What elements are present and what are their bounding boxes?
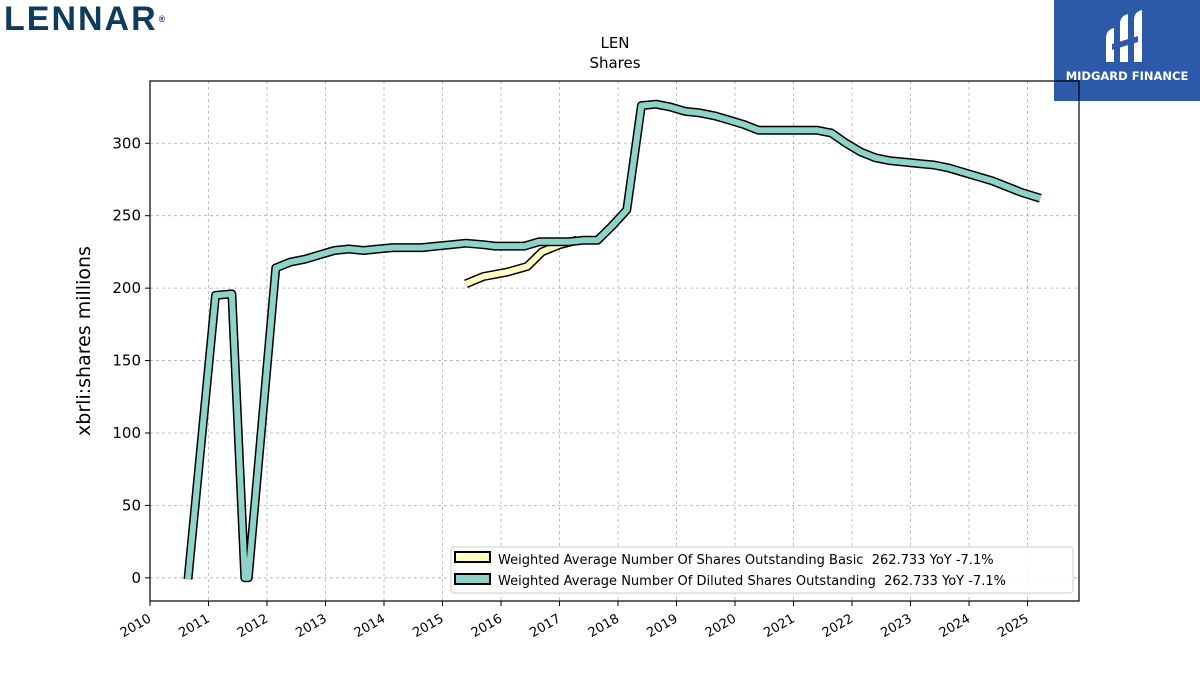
series-outline <box>183 99 1042 583</box>
y-axis: 0 50 100 150 200 250 300 <box>112 134 150 587</box>
legend: Weighted Average Number Of Shares Outsta… <box>450 546 1074 594</box>
legend-label-diluted: Weighted Average Number Of Diluted Share… <box>498 574 1006 589</box>
y-tick-label: 50 <box>122 496 141 514</box>
x-tick-label: 2018 <box>586 611 622 641</box>
chart-subtitle: Shares <box>589 54 640 72</box>
midgard-logo-icon <box>1106 10 1142 62</box>
x-tick-label: 2013 <box>293 611 329 641</box>
x-tick-label: 2024 <box>937 611 973 641</box>
x-tick-label: 2015 <box>410 611 446 641</box>
x-tick-label: 2017 <box>527 611 563 641</box>
y-axis-label: xbrli:shares millions <box>73 246 95 436</box>
series-stroke <box>185 101 1042 581</box>
x-tick-label: 2012 <box>235 611 271 641</box>
series-layer <box>183 99 1042 583</box>
brand-logo: LENNAR® <box>4 0 168 38</box>
y-tick-label: 200 <box>112 279 141 297</box>
legend-swatch-diluted <box>454 573 491 585</box>
chart-title: LEN <box>600 34 629 52</box>
x-tick-label: 2014 <box>352 611 388 641</box>
grid <box>149 81 1079 601</box>
x-tick-label: 2010 <box>118 611 154 641</box>
brand-name: LENNAR <box>4 0 158 38</box>
plot-frame <box>149 80 1080 602</box>
x-tick-label: 2016 <box>469 611 505 641</box>
x-axis: 2010 2011 2012 2013 2014 2015 2016 2017 2018 2019… <box>118 601 1032 641</box>
x-tick-label: 2025 <box>995 611 1031 641</box>
x-tick-label: 2021 <box>761 611 797 641</box>
x-tick-label: 2011 <box>176 611 212 641</box>
x-tick-label: 2019 <box>644 611 680 641</box>
y-tick-label: 300 <box>112 134 141 152</box>
badge-text: MIDGARD FINANCE <box>1065 69 1189 83</box>
x-tick-label: 2020 <box>703 611 739 641</box>
y-tick-label: 0 <box>131 569 141 587</box>
legend-swatch-basic <box>454 551 491 563</box>
y-tick-label: 250 <box>112 207 141 225</box>
series-line-1 <box>183 99 1042 583</box>
y-tick-label: 150 <box>112 352 141 370</box>
x-tick-label: 2022 <box>820 611 856 641</box>
legend-label-basic: Weighted Average Number Of Shares Outsta… <box>498 553 994 568</box>
midgard-badge: MIDGARD FINANCE <box>1054 0 1200 101</box>
x-tick-label: 2023 <box>878 611 914 641</box>
legend-box <box>450 546 1074 594</box>
y-tick-label: 100 <box>112 424 141 442</box>
